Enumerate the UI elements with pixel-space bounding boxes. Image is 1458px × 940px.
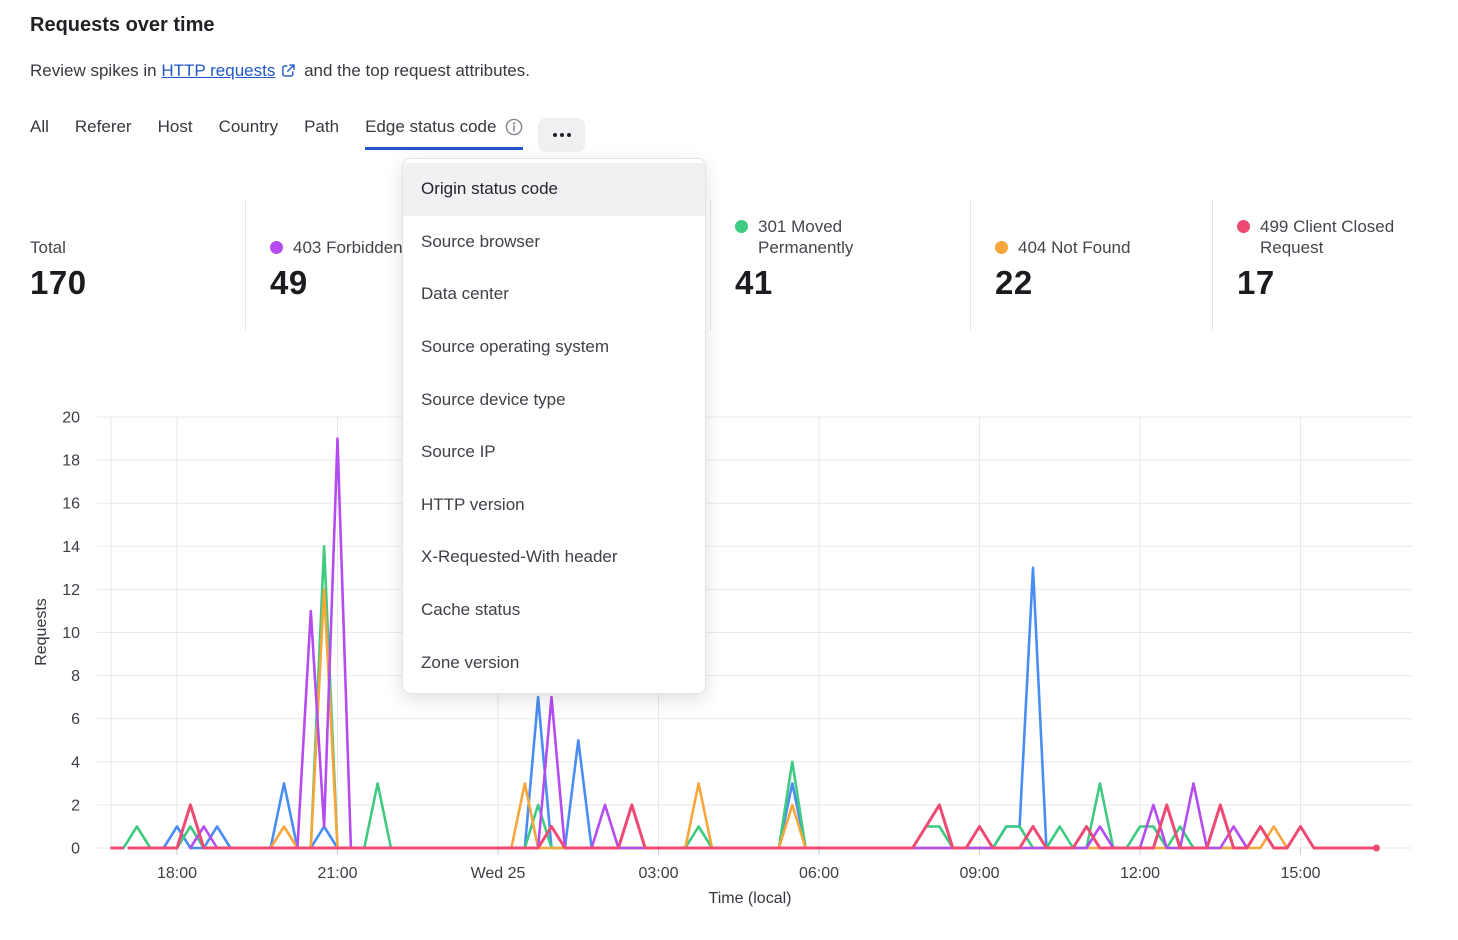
stat-404-value: 22: [995, 264, 1033, 301]
info-icon[interactable]: [505, 118, 523, 136]
x-tick-label: Wed 25: [471, 865, 526, 882]
stat-total: Total 170: [30, 200, 230, 332]
subtitle: Review spikes in HTTP requests and the t…: [30, 61, 530, 83]
stat-total-value: 170: [30, 264, 87, 301]
stat-403-value: 49: [270, 264, 308, 301]
menu-item-source-ip[interactable]: Source IP: [421, 442, 496, 462]
stat-divider: [970, 200, 971, 330]
stat-403-forbidden: 403 Forbidden 49: [270, 200, 495, 332]
menu-item-cache-status[interactable]: Cache status: [421, 600, 521, 620]
ellipsis-icon: [552, 133, 557, 137]
tab-all[interactable]: All: [30, 117, 49, 136]
y-tick-label: 12: [62, 582, 80, 599]
tab-edge-status-code[interactable]: Edge status code: [365, 117, 524, 150]
stat-499-value: 17: [1237, 264, 1275, 301]
tab-country[interactable]: Country: [218, 117, 279, 136]
external-link-icon: [281, 63, 296, 83]
x-tick-label: 15:00: [1280, 865, 1320, 882]
stat-301-label: 301 Moved Permanently: [735, 216, 903, 258]
menu-item-x-requested-with-header[interactable]: X-Requested-With header: [421, 547, 618, 567]
page-title: Requests over time: [30, 14, 215, 36]
stat-499-client-closed-request: 499 Client Closed Request 17: [1237, 200, 1452, 332]
x-tick-label: 21:00: [317, 865, 357, 882]
tab-path[interactable]: Path: [304, 117, 340, 136]
tab-referer[interactable]: Referer: [74, 117, 132, 136]
stat-divider: [1212, 200, 1213, 330]
y-tick-label: 10: [62, 625, 80, 642]
x-axis-label: Time (local): [709, 890, 792, 907]
x-tick-label: 06:00: [799, 865, 839, 882]
y-tick-label: 20: [62, 410, 80, 427]
menu-item-source-browser[interactable]: Source browser: [421, 231, 541, 251]
stat-divider: [710, 200, 711, 330]
series-end-dot-499: [1372, 844, 1380, 852]
attribute-dropdown-menu: Origin status code Source browser Data c…: [402, 158, 706, 694]
y-tick-label: 14: [62, 539, 80, 556]
subtitle-suffix: and the top request attributes.: [304, 61, 530, 80]
menu-item-source-operating-system[interactable]: Source operating system: [421, 337, 610, 357]
stat-404-label: 404 Not Found: [995, 237, 1130, 258]
x-tick-label: 03:00: [638, 865, 678, 882]
y-tick-label: 16: [62, 496, 80, 513]
y-tick-label: 2: [71, 797, 80, 814]
stat-divider: [245, 200, 246, 330]
stat-301-value: 41: [735, 264, 773, 301]
x-tick-label: 18:00: [157, 865, 197, 882]
y-tick-label: 0: [71, 841, 80, 858]
y-tick-label: 6: [71, 711, 80, 728]
stat-301-moved-permanently: 301 Moved Permanently 41: [735, 200, 955, 332]
legend-dot-403: [270, 241, 283, 254]
stat-499-label: 499 Client Closed Request: [1237, 216, 1420, 258]
y-axis-label: Requests: [33, 598, 50, 666]
series-line-403: [189, 437, 1249, 850]
menu-item-http-version[interactable]: HTTP version: [421, 494, 525, 514]
http-requests-link[interactable]: HTTP requests: [161, 61, 276, 80]
x-tick-label: 09:00: [959, 865, 999, 882]
stat-403-label: 403 Forbidden: [270, 237, 403, 258]
y-tick-label: 4: [71, 754, 80, 771]
menu-item-origin-status-code[interactable]: Origin status code: [403, 163, 705, 216]
menu-item-zone-version[interactable]: Zone version: [421, 652, 520, 672]
legend-dot-499: [1237, 220, 1250, 233]
menu-item-data-center[interactable]: Data center: [421, 284, 509, 304]
x-tick-label: 12:00: [1120, 865, 1160, 882]
more-options-button[interactable]: [538, 118, 586, 152]
tab-host[interactable]: Host: [157, 117, 193, 136]
subtitle-prefix: Review spikes in: [30, 61, 157, 80]
attribute-tabs: All Referer Host Country Path Edge statu…: [30, 117, 586, 152]
legend-dot-404: [995, 241, 1008, 254]
y-tick-label: 8: [71, 668, 80, 685]
menu-item-source-device-type[interactable]: Source device type: [421, 389, 566, 409]
legend-dot-301: [735, 220, 748, 233]
series-line-499: [127, 803, 1378, 850]
y-tick-label: 18: [62, 453, 80, 470]
stat-total-label: Total: [30, 238, 66, 257]
stat-404-not-found: 404 Not Found 22: [995, 200, 1200, 332]
